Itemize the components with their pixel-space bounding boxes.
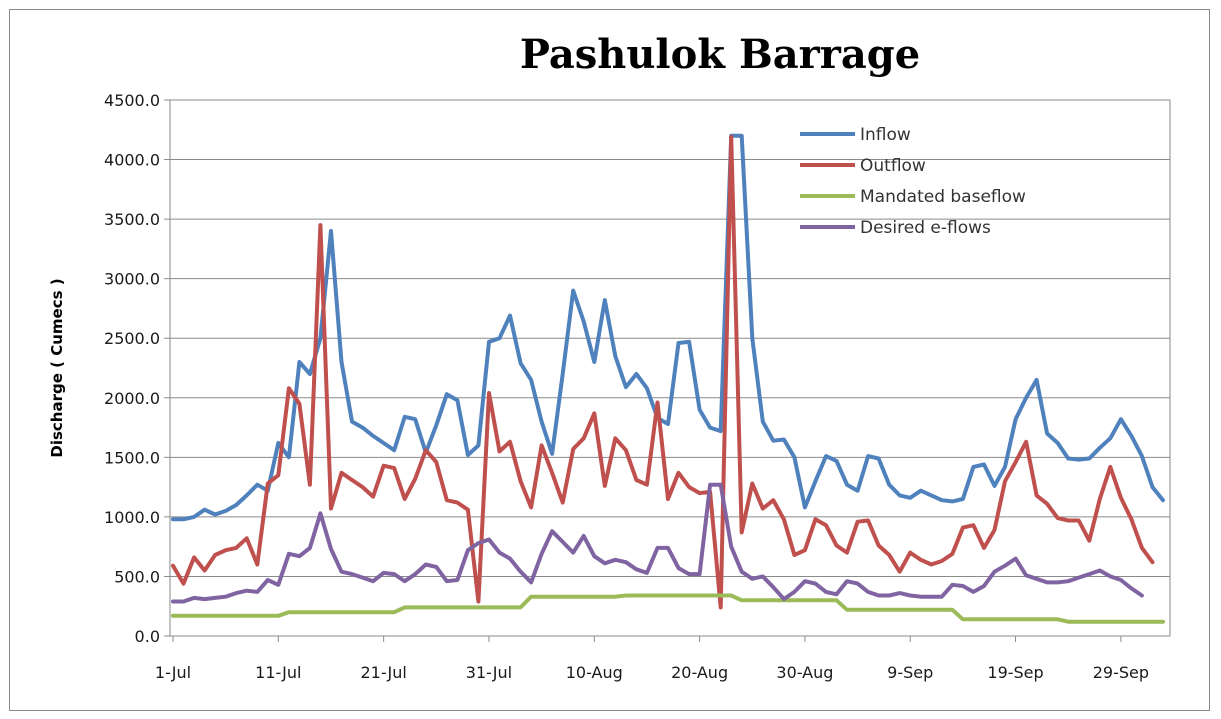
series-lines — [171, 133, 1165, 624]
y-axis: 0.0 500.0 1000.0 1500.0 2000.0 2500.0 3000.0 35… — [104, 91, 170, 646]
x-tick-label: 10-Aug — [566, 663, 623, 682]
y-tick-label: 1000.0 — [104, 508, 160, 527]
y-tick-label: 500.0 — [114, 567, 160, 586]
x-tick-label: 30-Aug — [776, 663, 833, 682]
series-line-mandated-baseflow — [171, 593, 1165, 624]
legend-label: Outflow — [860, 156, 926, 176]
x-tick-label: 11-Jul — [255, 663, 301, 682]
legend-label: Desired e-flows — [860, 218, 991, 238]
chart-frame — [9, 9, 1210, 711]
series-line-desired-e-flows — [171, 482, 1144, 604]
legend-label: Inflow — [860, 125, 911, 145]
x-tick-label: 1-Jul — [155, 663, 191, 682]
y-tick-label: 3500.0 — [104, 210, 160, 229]
y-axis-label: Discharge ( Cumecs ) — [48, 278, 66, 457]
y-tick-label: 2000.0 — [104, 389, 160, 408]
y-tick-label: 2500.0 — [104, 329, 160, 348]
legend-label: Mandated baseflow — [860, 187, 1026, 207]
y-tick-label: 4000.0 — [104, 151, 160, 170]
y-tick-label: 4500.0 — [104, 91, 160, 110]
y-tick-label: 3000.0 — [104, 270, 160, 289]
y-tick-label: 1500.0 — [104, 448, 160, 467]
x-tick-label: 31-Jul — [466, 663, 512, 682]
y-tick-label: 0.0 — [135, 627, 160, 646]
plot-area-border — [169, 99, 1171, 637]
x-tick-label: 21-Jul — [360, 663, 406, 682]
series-line-outflow — [171, 134, 1155, 610]
x-tick-label: 19-Sep — [987, 663, 1043, 682]
x-tick-label: 9-Sep — [887, 663, 933, 682]
x-tick-label: 20-Aug — [671, 663, 728, 682]
chart-title: Pashulok Barrage — [520, 31, 920, 78]
x-axis: 1-Jul 11-Jul 21-Jul 31-Jul 10-Aug 20-Aug 30-Au… — [155, 636, 1149, 682]
legend: Inflow Outflow Mandated baseflow Desired e-… — [800, 125, 1026, 238]
x-tick-label: 29-Sep — [1093, 663, 1149, 682]
series-line-inflow — [171, 133, 1165, 522]
